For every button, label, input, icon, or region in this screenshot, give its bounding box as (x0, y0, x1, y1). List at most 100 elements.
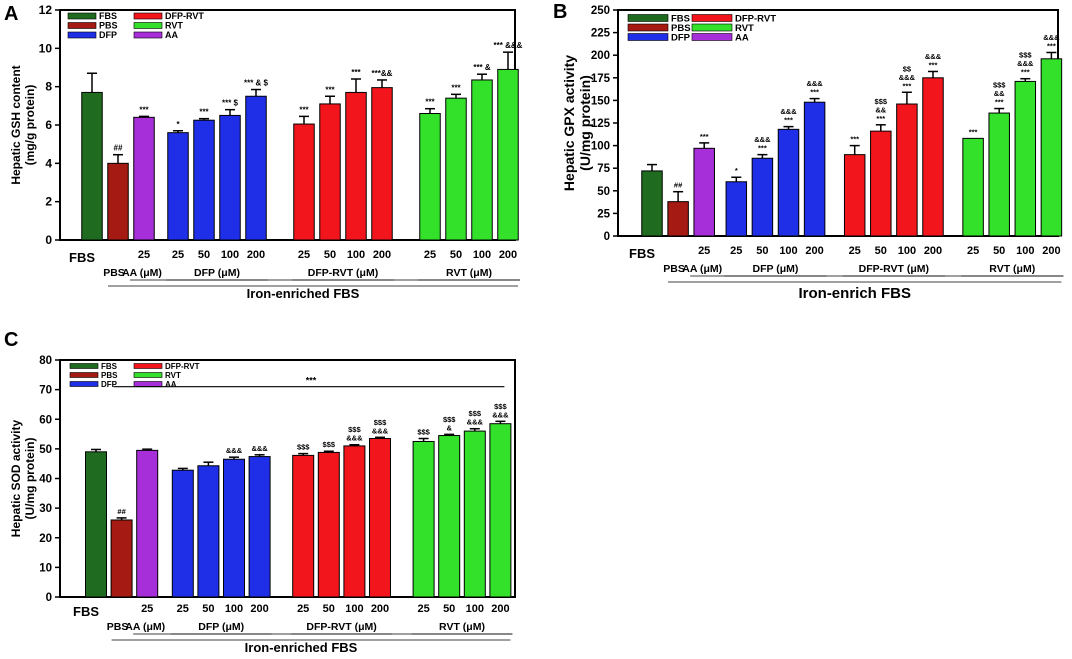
y-tick-label: 8 (45, 80, 52, 94)
x-tick-label: 25 (138, 249, 150, 261)
group-label: DFP (μM) (198, 621, 244, 633)
y-tick-label: 250 (591, 5, 610, 17)
legend-swatch (69, 372, 99, 378)
significance-label: *** (1021, 68, 1030, 77)
significance-label: *** (810, 88, 819, 97)
y-axis-label-line: Hepatic GSH content (9, 65, 23, 184)
bar (497, 68, 519, 241)
y-tick-label: 0 (46, 592, 52, 604)
significance-label: *** (850, 135, 859, 144)
legend-swatch (67, 12, 97, 20)
y-tick-label: 225 (591, 28, 611, 40)
bar (343, 445, 366, 598)
x-tick-label: 200 (247, 249, 265, 261)
bar (667, 201, 689, 237)
x-tick-label: 25 (698, 245, 710, 257)
legend-swatch (133, 12, 163, 20)
significance-label: $$$ (1019, 51, 1032, 60)
x-tick-label: 100 (898, 245, 916, 257)
x-axis-label: Iron-enriched FBS (247, 286, 360, 301)
significance-label: & (446, 423, 452, 432)
x-tick-label: 100 (347, 249, 365, 261)
legend-swatch (67, 31, 97, 39)
legend-label: PBS (101, 371, 118, 380)
significance-label: *** $ (222, 99, 239, 108)
significance-label: && (875, 105, 886, 114)
legend-label: FBS (671, 13, 690, 24)
significance-label: *** (299, 105, 309, 114)
x-tick-label: 25 (297, 603, 309, 615)
significance-label: &&& (251, 444, 268, 453)
y-axis-label-line: Hepatic SOD activity (9, 419, 23, 537)
y-tick-label: 50 (597, 186, 610, 198)
significance-label: *** (351, 68, 361, 77)
significance-label: *** &&& (494, 41, 523, 50)
y-tick-label: 20 (39, 533, 52, 545)
legend-swatch (133, 372, 163, 378)
significance-label: $$$ (417, 428, 430, 437)
legend-swatch (627, 14, 669, 22)
y-tick-label: 6 (45, 118, 52, 132)
x-tick-label: 50 (993, 245, 1005, 257)
legend-swatch (691, 23, 733, 32)
group-label: DFP (μM) (194, 267, 240, 279)
x-tick-label: 50 (202, 603, 214, 615)
legend-label: RVT (165, 371, 181, 380)
bar (896, 103, 918, 237)
y-axis-label-line: (U/mg protein) (23, 438, 37, 520)
x-tick-label: 100 (345, 603, 363, 615)
bar (193, 119, 215, 241)
significance-label: &&& (492, 410, 509, 419)
bar (110, 519, 133, 598)
panel-b: B 0 25 50 75 100 125 150 175 200 225 250 Hepatic GPX… (553, 1, 1064, 302)
legend-label: AA (165, 380, 177, 389)
legend-label: AA (165, 30, 178, 40)
legend-label: PBS (671, 23, 691, 34)
significance-label: *** (903, 81, 912, 90)
x-tick-label: 100 (779, 245, 797, 257)
bar (85, 451, 107, 598)
y-axis-label-line: Hepatic GPX activity (561, 55, 577, 191)
legend-swatch (133, 363, 163, 369)
y-tick-label: 75 (597, 163, 610, 175)
y-tick-label: 2 (45, 195, 52, 209)
legend-swatch (69, 381, 99, 387)
significance-label: *** (1047, 41, 1056, 50)
significance-label: *** (969, 127, 978, 136)
bar (248, 456, 271, 598)
y-axis-label-line: (U/mg protein) (577, 75, 593, 171)
bar (245, 95, 267, 241)
bar (419, 113, 441, 241)
bar (641, 170, 663, 237)
x-tick-label: 50 (324, 249, 336, 261)
group-label: DFP-RVT (μM) (859, 263, 929, 275)
significance-label: && (994, 89, 1005, 98)
bar (471, 79, 493, 241)
y-tick-label: 10 (39, 41, 53, 55)
overall-significance-label: *** (306, 376, 317, 386)
legend-label: DFP-RVT (735, 13, 776, 24)
group-label: AA (μM) (682, 263, 722, 275)
x-tick-label: 50 (756, 245, 768, 257)
y-tick-label: 60 (39, 414, 52, 426)
legend-swatch (691, 14, 733, 22)
bar (922, 77, 944, 237)
bar (751, 157, 774, 237)
legend-label: DFP-RVT (165, 11, 204, 21)
y-tick-label: 125 (591, 118, 611, 130)
legend-swatch (133, 22, 163, 29)
significance-label: &&& (754, 135, 771, 144)
bar (293, 123, 315, 241)
y-tick-label: 200 (591, 50, 610, 62)
x-tick-label: 100 (473, 249, 491, 261)
legend-label: DFP (99, 30, 117, 40)
significance-label: &&& (467, 418, 484, 427)
x-tick-label: 25 (730, 245, 742, 257)
bar (1014, 80, 1037, 237)
x-tick-label: 25 (967, 245, 979, 257)
bar (412, 440, 435, 598)
significance-label: *** (700, 132, 709, 141)
y-axis-label: Hepatic GSH content(mg/g protein) (9, 65, 37, 184)
y-axis-label: Hepatic SOD activity(U/mg protein) (9, 419, 37, 537)
